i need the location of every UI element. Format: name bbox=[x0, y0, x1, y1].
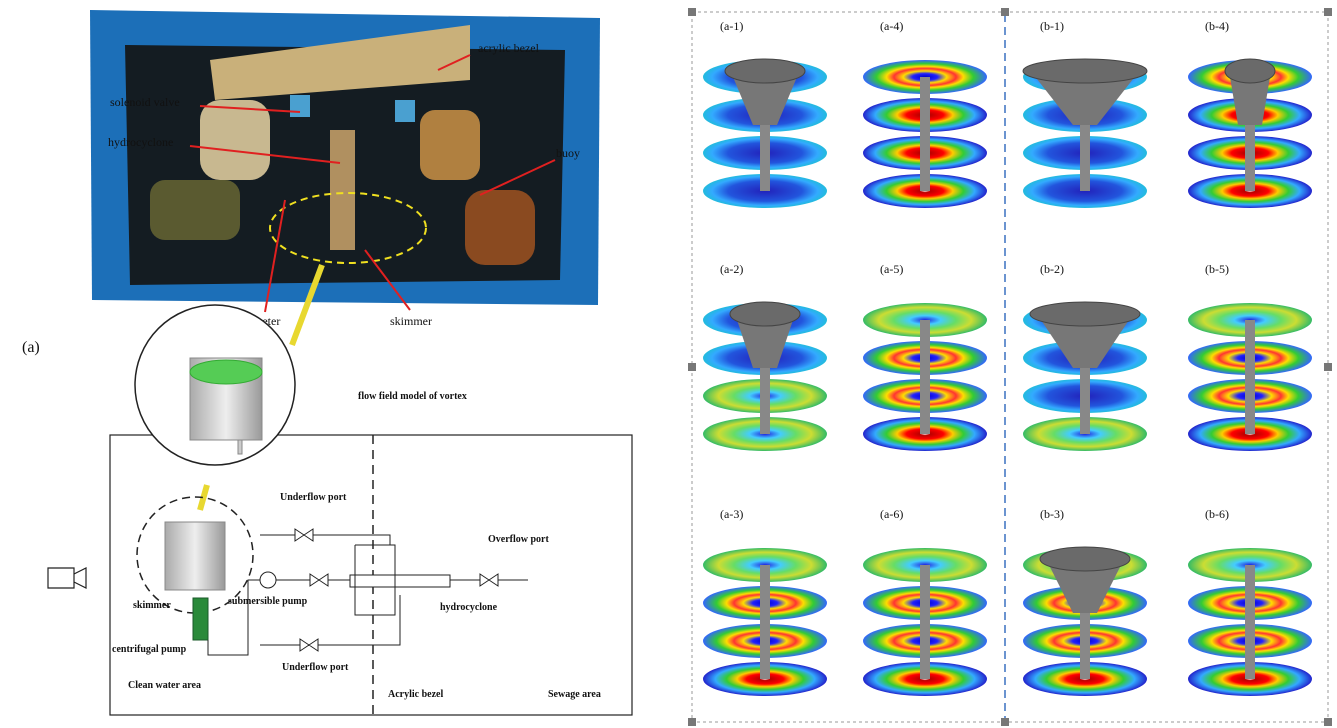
core bbox=[1245, 320, 1255, 434]
photo: acrylic bezel solenoid valve hydrocyclon… bbox=[90, 10, 600, 328]
handle bbox=[1324, 718, 1332, 726]
panel-label: (a-6) bbox=[880, 507, 903, 521]
label: hydrocyclone bbox=[440, 602, 498, 613]
handle bbox=[1324, 363, 1332, 371]
panel-label: (a-3) bbox=[720, 507, 743, 521]
handle bbox=[1001, 718, 1009, 726]
label: Overflow port bbox=[488, 534, 549, 545]
panel-label: (a-1) bbox=[720, 19, 743, 33]
core bbox=[920, 320, 930, 434]
core bbox=[920, 565, 930, 679]
panel-label: (b-5) bbox=[1205, 262, 1229, 276]
handle bbox=[1001, 8, 1009, 16]
panel-label: (b-6) bbox=[1205, 507, 1229, 521]
label: centrifugal pump bbox=[112, 644, 187, 655]
figure: acrylic bezel solenoid valve hydrocyclon… bbox=[0, 0, 1337, 728]
handle bbox=[688, 718, 696, 726]
surface bbox=[1225, 59, 1275, 83]
label: skimmer bbox=[390, 314, 432, 328]
label: acrylic bezel bbox=[478, 41, 540, 55]
panel-label: (a-2) bbox=[720, 262, 743, 276]
panel-label: (b-4) bbox=[1205, 19, 1229, 33]
handle bbox=[1324, 8, 1332, 16]
label: Acrylic bezel bbox=[388, 689, 443, 700]
handle bbox=[688, 363, 696, 371]
cylinder bbox=[200, 100, 270, 180]
label: submersible pump bbox=[228, 596, 308, 607]
valve bbox=[395, 100, 415, 122]
pipe bbox=[330, 130, 355, 250]
panel-label: (b-2) bbox=[1040, 262, 1064, 276]
simulations: (a-1) (a-4) (b-1) (b-4) (a-2) (a-5) (b-2) (b-5)… bbox=[703, 19, 1312, 696]
label: flow field model of vortex bbox=[358, 391, 467, 402]
surface bbox=[1030, 302, 1140, 326]
cylinder bbox=[420, 110, 480, 180]
buoy bbox=[465, 190, 535, 265]
pump bbox=[150, 180, 240, 240]
surface bbox=[725, 59, 805, 83]
label: Underflow port bbox=[280, 492, 347, 503]
surface bbox=[730, 302, 800, 326]
core bbox=[760, 565, 770, 679]
label: solenoid valve bbox=[110, 95, 180, 109]
surface bbox=[1023, 59, 1147, 83]
panel-label: (a-5) bbox=[880, 262, 903, 276]
panel-label: (b-3) bbox=[1040, 507, 1064, 521]
surface bbox=[1040, 547, 1130, 571]
panel-label: (a) bbox=[22, 339, 40, 356]
panel-label: (a-4) bbox=[880, 19, 903, 33]
core bbox=[920, 77, 930, 191]
label: Clean water area bbox=[128, 680, 201, 691]
label: hydrocyclone bbox=[108, 135, 173, 149]
core bbox=[1245, 565, 1255, 679]
panel-label: (b-1) bbox=[1040, 19, 1064, 33]
label: Sewage area bbox=[548, 689, 601, 700]
label: buoy bbox=[556, 146, 580, 160]
valve bbox=[290, 95, 310, 117]
label: Underflow port bbox=[282, 662, 349, 673]
label: skimmer bbox=[133, 600, 171, 611]
handle bbox=[688, 8, 696, 16]
